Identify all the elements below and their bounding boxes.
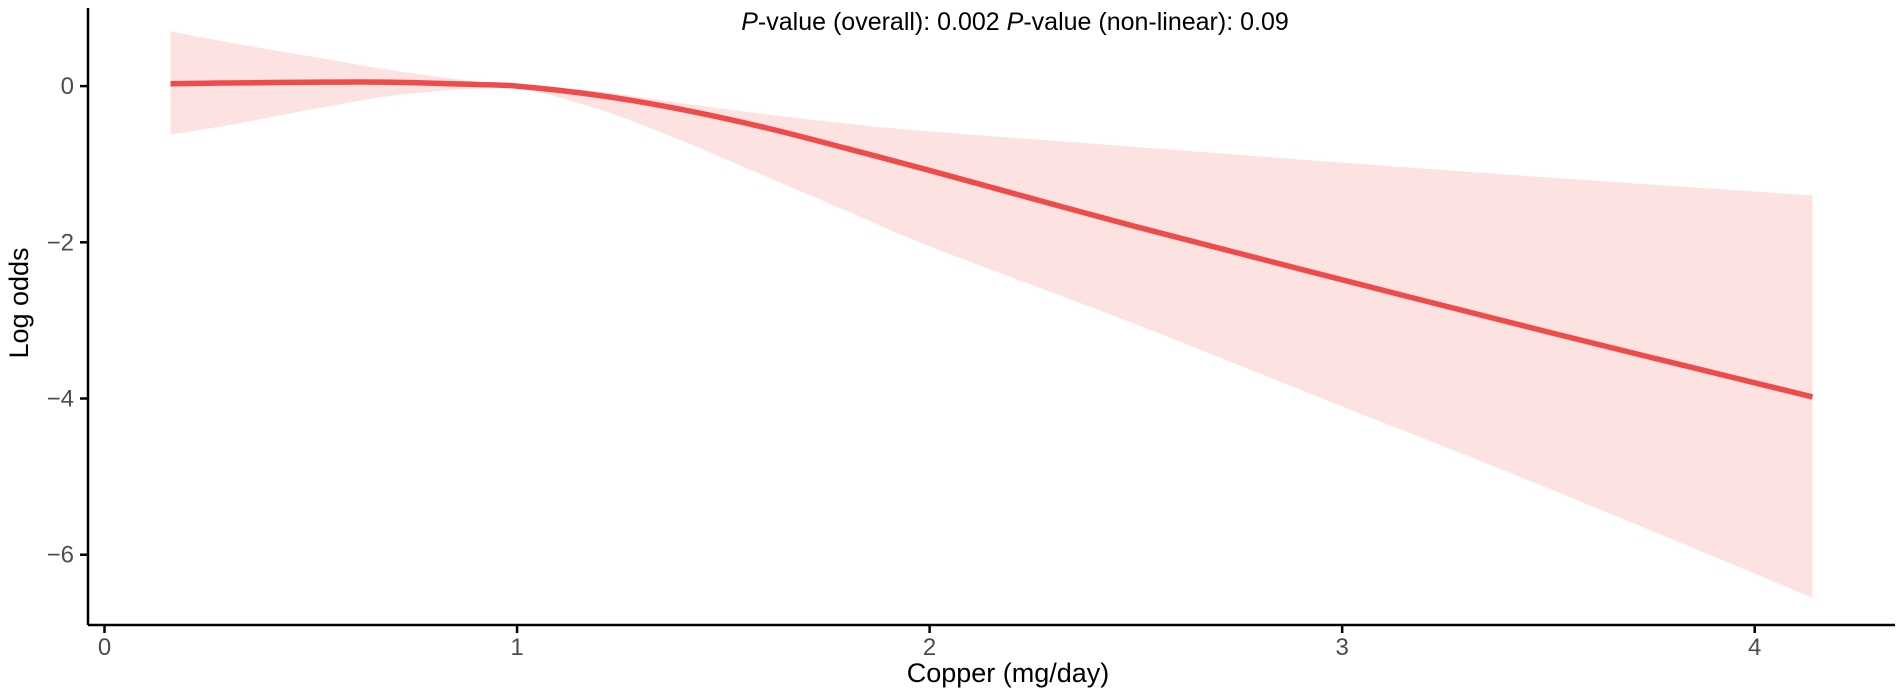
y-tick-label: −4 bbox=[47, 386, 74, 413]
axes bbox=[86, 8, 1895, 627]
y-tick-label: −6 bbox=[47, 542, 74, 569]
x-tick-label: 2 bbox=[923, 634, 936, 661]
p-label-overall: P bbox=[741, 8, 758, 36]
x-tick-label: 3 bbox=[1335, 634, 1348, 661]
x-tick-label: 0 bbox=[98, 634, 111, 661]
p-value-nonlinear-text: -value (non-linear): 0.09 bbox=[1023, 8, 1288, 36]
p-label-nonlinear: P bbox=[1007, 8, 1024, 36]
y-tick-label: −2 bbox=[47, 229, 74, 256]
x-tick-label: 4 bbox=[1748, 634, 1761, 661]
p-value-annotation: P-value (overall): 0.002 P-value (non-li… bbox=[741, 8, 1289, 36]
x-ticks: 0 1 2 3 4 bbox=[98, 625, 1761, 661]
x-tick-label: 1 bbox=[510, 634, 523, 661]
y-tick-label: 0 bbox=[61, 73, 74, 100]
y-ticks: 0 −2 −4 −6 bbox=[47, 73, 88, 569]
p-value-overall-text: -value (overall): 0.002 bbox=[758, 8, 1007, 36]
spline-line-layer bbox=[170, 79, 1814, 400]
confidence-band bbox=[170, 31, 1813, 598]
x-axis-title: Copper (mg/day) bbox=[907, 658, 1110, 688]
y-axis-title: Log odds bbox=[4, 247, 34, 358]
spline-line bbox=[170, 79, 1814, 400]
confidence-band-layer bbox=[170, 31, 1813, 598]
